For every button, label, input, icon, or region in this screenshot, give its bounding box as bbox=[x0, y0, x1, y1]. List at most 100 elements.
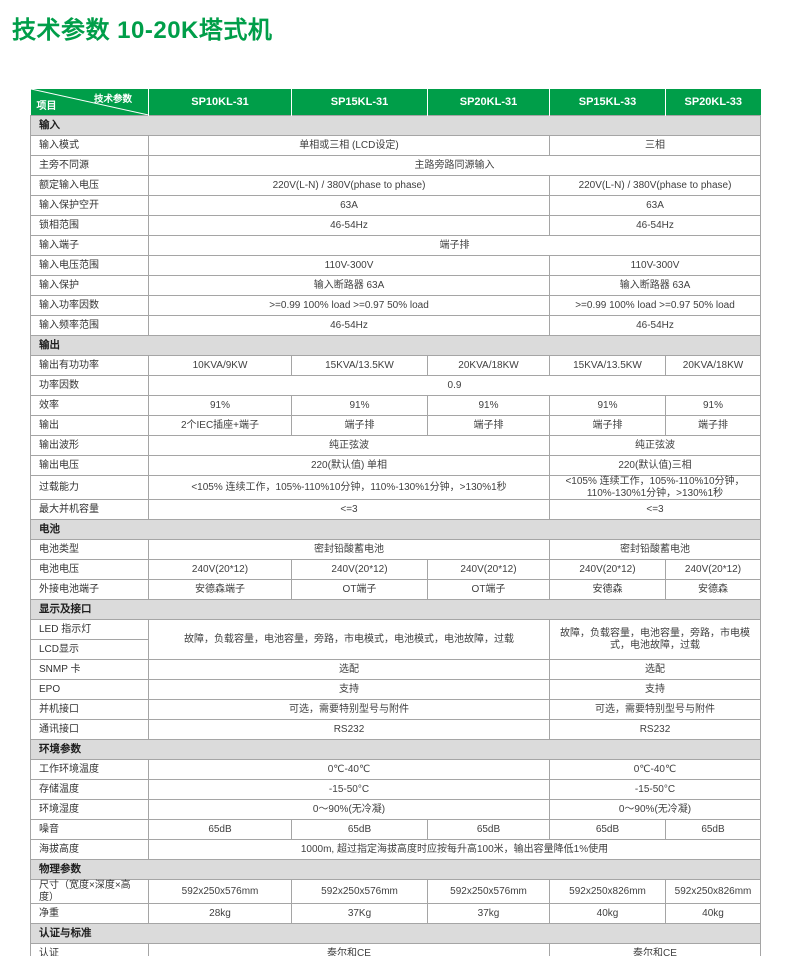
spec-value: 46-54Hz bbox=[148, 215, 550, 236]
spec-value: 40kg bbox=[549, 903, 666, 924]
spec-value: 65dB bbox=[665, 819, 761, 840]
spec-value: 0℃-40℃ bbox=[148, 759, 550, 780]
column-header: SP20KL-33 bbox=[665, 89, 761, 116]
table-row: 净重 28kg 37Kg 37kg 40kg 40kg bbox=[30, 903, 761, 924]
table-row: 电池类型 密封铅酸蓄电池 密封铅酸蓄电池 bbox=[30, 539, 761, 560]
spec-table-body: 输入 输入模式 单相或三相 (LCD设定) 三相 主旁不同源 主路旁路同源输入 额定输入电压… bbox=[30, 115, 761, 956]
spec-value: 2个IEC插座+端子 bbox=[148, 415, 292, 436]
spec-label: 过载能力 bbox=[30, 475, 149, 500]
spec-value: 密封铅酸蓄电池 bbox=[549, 539, 761, 560]
spec-value: 0～90%(无冷凝) bbox=[148, 799, 550, 820]
spec-table: 技术参数 项目 SP10KL-31 SP15KL-31 SP20KL-31 SP15KL-… bbox=[30, 89, 761, 956]
spec-label: 并机接口 bbox=[30, 699, 149, 720]
spec-value: OT端子 bbox=[291, 579, 428, 600]
spec-label: 净重 bbox=[30, 903, 149, 924]
spec-value: RS232 bbox=[549, 719, 761, 740]
spec-label: 输入频率范围 bbox=[30, 315, 149, 336]
spec-value: 20KVA/18KW bbox=[427, 355, 550, 376]
spec-value: 单相或三相 (LCD设定) bbox=[148, 135, 550, 156]
spec-value: 端子排 bbox=[665, 415, 761, 436]
spec-label: 输出电压 bbox=[30, 455, 149, 476]
table-row: 效率 91% 91% 91% 91% 91% bbox=[30, 395, 761, 416]
section-label: 输出 bbox=[30, 335, 761, 356]
section-label: 显示及接口 bbox=[30, 599, 761, 620]
spec-value: 支持 bbox=[549, 679, 761, 700]
section-row: 环境参数 bbox=[30, 739, 761, 760]
table-row: LCD显示 bbox=[30, 639, 761, 660]
spec-value: 10KVA/9KW bbox=[148, 355, 292, 376]
column-header: SP10KL-31 bbox=[148, 89, 292, 116]
spec-label: 输入电压范围 bbox=[30, 255, 149, 276]
table-row: 海拔高度 1000m, 超过指定海拔高度时应按每升高100米，输出容量降低1%使用 bbox=[30, 839, 761, 860]
spec-label: 存储温度 bbox=[30, 779, 149, 800]
table-header-row: 技术参数 项目 SP10KL-31 SP15KL-31 SP20KL-31 SP15KL-… bbox=[30, 89, 761, 116]
spec-value: 可选，需要特别型号与附件 bbox=[148, 699, 550, 720]
section-row: 输出 bbox=[30, 335, 761, 356]
spec-value: 端子排 bbox=[549, 415, 666, 436]
section-label: 环境参数 bbox=[30, 739, 761, 760]
spec-label: 尺寸（宽度×深度×高度） bbox=[30, 879, 149, 904]
section-row: 输入 bbox=[30, 115, 761, 136]
table-row: 噪音 65dB 65dB 65dB 65dB 65dB bbox=[30, 819, 761, 840]
section-row: 物理参数 bbox=[30, 859, 761, 880]
spec-label: 最大并机容量 bbox=[30, 499, 149, 520]
spec-value: 240V(20*12) bbox=[665, 559, 761, 580]
spec-value: 0.9 bbox=[148, 375, 761, 396]
table-row: 输入端子 端子排 bbox=[30, 235, 761, 256]
spec-value: 37Kg bbox=[291, 903, 428, 924]
section-label: 输入 bbox=[30, 115, 761, 136]
spec-label: 输入模式 bbox=[30, 135, 149, 156]
table-row: 过载能力 <105% 连续工作，105%-110%10分钟，110%-130%1分… bbox=[30, 475, 761, 500]
spec-value: 37kg bbox=[427, 903, 550, 924]
page-title: 技术参数 10-20K塔式机 bbox=[12, 17, 273, 44]
corner-cell: 技术参数项目 bbox=[30, 89, 149, 116]
spec-value: 支持 bbox=[148, 679, 550, 700]
table-row: 输出波形 纯正弦波 纯正弦波 bbox=[30, 435, 761, 456]
spec-value: 20KVA/18KW bbox=[665, 355, 761, 376]
table-row: 输入保护空开 63A 63A bbox=[30, 195, 761, 216]
spec-label: 认证 bbox=[30, 943, 149, 956]
spec-label: 海拔高度 bbox=[30, 839, 149, 860]
table-row: 电池电压 240V(20*12) 240V(20*12) 240V(20*12) 240… bbox=[30, 559, 761, 580]
spec-value: RS232 bbox=[148, 719, 550, 740]
spec-value: >=0.99 100% load >=0.97 50% load bbox=[549, 295, 761, 316]
spec-value: 63A bbox=[549, 195, 761, 216]
spec-label: EPO bbox=[30, 679, 149, 700]
spec-value: 端子排 bbox=[427, 415, 550, 436]
spec-value: 端子排 bbox=[291, 415, 428, 436]
table-row: 环境湿度 0～90%(无冷凝) 0～90%(无冷凝) bbox=[30, 799, 761, 820]
spec-value: 220(默认值)三相 bbox=[549, 455, 761, 476]
spec-value: <105% 连续工作，105%-110%10分钟，110%-130%1分钟，>1… bbox=[549, 475, 761, 500]
table-row: 认证 泰尔和CE 泰尔和CE bbox=[30, 943, 761, 956]
spec-value: 220(默认值) 单相 bbox=[148, 455, 550, 476]
spec-label: 输出 bbox=[30, 415, 149, 436]
spec-value: 220V(L-N) / 380V(phase to phase) bbox=[549, 175, 761, 196]
spec-value: 选配 bbox=[148, 659, 550, 680]
section-row: 显示及接口 bbox=[30, 599, 761, 620]
spec-label: 输入保护 bbox=[30, 275, 149, 296]
spec-value: 592x250x826mm bbox=[549, 879, 666, 904]
section-label: 电池 bbox=[30, 519, 761, 540]
spec-value: 110V-300V bbox=[148, 255, 550, 276]
spec-value: -15-50°C bbox=[549, 779, 761, 800]
spec-value: 46-54Hz bbox=[549, 315, 761, 336]
table-row: 尺寸（宽度×深度×高度） 592x250x576mm 592x250x576mm 59… bbox=[30, 879, 761, 904]
table-row: 额定输入电压 220V(L-N) / 380V(phase to phase) 22… bbox=[30, 175, 761, 196]
table-row: 输出电压 220(默认值) 单相 220(默认值)三相 bbox=[30, 455, 761, 476]
spec-label: 输入端子 bbox=[30, 235, 149, 256]
table-row: 功率因数 0.9 bbox=[30, 375, 761, 396]
corner-top-label: 技术参数 bbox=[93, 94, 132, 105]
spec-value: 纯正弦波 bbox=[148, 435, 550, 456]
spec-label: 输出波形 bbox=[30, 435, 149, 456]
spec-value: 泰尔和CE bbox=[148, 943, 550, 956]
spec-value: 592x250x576mm bbox=[291, 879, 428, 904]
corner-bottom-label: 项目 bbox=[36, 101, 57, 112]
spec-value: <=3 bbox=[549, 499, 761, 520]
spec-value: 安德森 bbox=[549, 579, 666, 600]
column-header: SP15KL-31 bbox=[291, 89, 428, 116]
table-row: 主旁不同源 主路旁路同源输入 bbox=[30, 155, 761, 176]
spec-label: 通讯接口 bbox=[30, 719, 149, 740]
spec-value: 安德森端子 bbox=[148, 579, 292, 600]
spec-value: 240V(20*12) bbox=[148, 559, 292, 580]
